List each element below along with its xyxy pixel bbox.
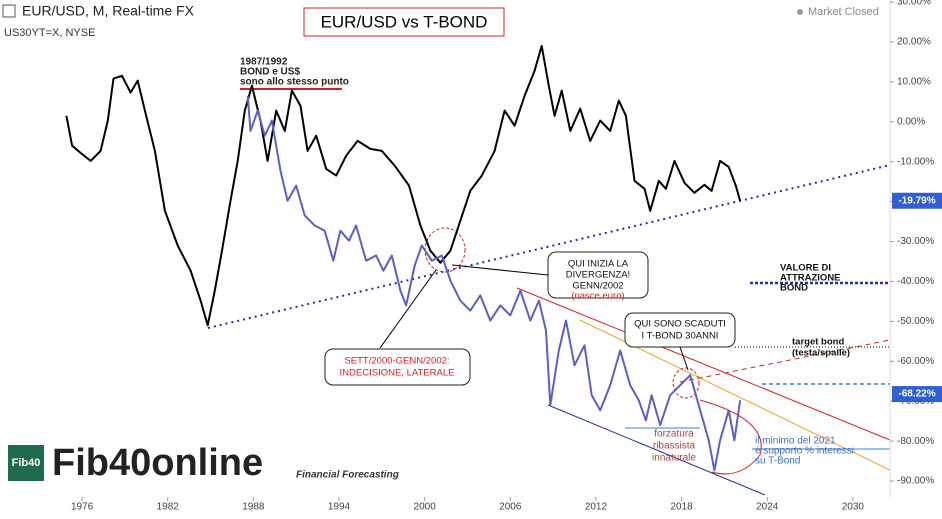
- annotation-box: [547, 251, 649, 299]
- annotation: BOND e US$: [240, 67, 300, 78]
- x-tick-label: 1982: [157, 502, 180, 513]
- annotation-box: [324, 348, 471, 386]
- x-tick-label: 1988: [242, 502, 265, 513]
- annotation: su T-Bond: [755, 456, 800, 467]
- trend-lines: [207, 0, 891, 497]
- y-tick-label: 20.00%: [897, 37, 931, 48]
- y-tick-label: 30.00%: [897, 0, 931, 8]
- title-box: [303, 7, 505, 37]
- series-legend: US30YT=X, NYSE: [4, 27, 95, 39]
- x-tick-label: 2006: [499, 502, 522, 513]
- last-value-label: -68.22%: [898, 389, 935, 400]
- annotation: (testa/spalle): [792, 348, 850, 359]
- x-tick-label: 2024: [756, 502, 779, 513]
- annotation: VALORE DI: [780, 263, 831, 274]
- y-tick-label: -50.00%: [897, 316, 934, 327]
- annotation: I T-BOND 30ANNI: [642, 331, 719, 342]
- logo: Fib40: [12, 457, 41, 469]
- annotation: (nasce euro): [571, 291, 624, 302]
- highlight-circle: [672, 367, 700, 399]
- annotation: sono allo stesso punto: [240, 77, 349, 88]
- brand-tagline: Financial Forecasting: [296, 470, 399, 481]
- annotation: BOND: [780, 283, 808, 294]
- annotation: 1987/1992: [240, 57, 288, 68]
- annotation-box: [624, 312, 736, 348]
- x-tick-label: 2000: [414, 502, 437, 513]
- status-dot: [797, 9, 803, 15]
- last-value-box: [892, 192, 942, 209]
- highlight-curve: [699, 399, 762, 475]
- annotation: QUI INIZIA LA: [568, 259, 629, 270]
- chart-title: EUR/USD vs T-BOND: [321, 12, 488, 31]
- annotation: il minimo del 2021: [755, 436, 836, 447]
- collapse-icon[interactable]: [2, 4, 16, 18]
- x-tick-label: 2018: [670, 502, 693, 513]
- y-tick-label: -10.00%: [897, 156, 934, 167]
- y-tick-label: -40.00%: [897, 276, 934, 287]
- annotation: INDECISIONE, LATERALE: [340, 368, 455, 379]
- last-value-label: -19.79%: [898, 195, 935, 206]
- y-tick-label: -80.00%: [897, 436, 934, 447]
- series-line: [246, 95, 742, 472]
- annotation: forzatura: [654, 429, 694, 440]
- y-tick-label: -90.00%: [897, 476, 934, 487]
- annotation: ATTRAZIONE: [780, 273, 841, 284]
- x-tick-label: 2012: [585, 502, 608, 513]
- channel-line: [547, 404, 766, 496]
- annotation: è supporto % interessi: [755, 446, 854, 457]
- annotation: GENN/2002: [572, 281, 623, 292]
- last-value-box: [892, 386, 942, 403]
- x-tick-label: 1976: [71, 502, 94, 513]
- connector: [379, 269, 437, 349]
- logo-box: [8, 445, 44, 481]
- brand-name: Fib40online: [52, 442, 263, 484]
- annotation: innaturale: [652, 453, 696, 464]
- x-tick-label: 2030: [842, 502, 865, 513]
- y-tick-label: 10.00%: [897, 76, 931, 87]
- x-tick-label: 1994: [328, 502, 351, 513]
- annotation: target bond: [792, 337, 844, 348]
- y-tick-label: 0.00%: [897, 116, 925, 127]
- channel-line: [516, 287, 891, 441]
- market-status: Market Closed: [808, 6, 879, 18]
- annotation: SETT/2000-GENN/2002:: [344, 356, 449, 367]
- series-legend: EUR/USD, M, Real-time FX: [22, 3, 195, 19]
- y-tick-label: -60.00%: [897, 356, 934, 367]
- annotation: DIVERGENZA!: [566, 270, 630, 281]
- annotation: QUI SONO SCADUTI: [634, 319, 726, 330]
- annotation: ribassista: [653, 441, 696, 452]
- connector: [451, 264, 549, 276]
- connector: [679, 346, 689, 371]
- y-tick-label: -30.00%: [897, 236, 934, 247]
- series-line: [65, 44, 742, 327]
